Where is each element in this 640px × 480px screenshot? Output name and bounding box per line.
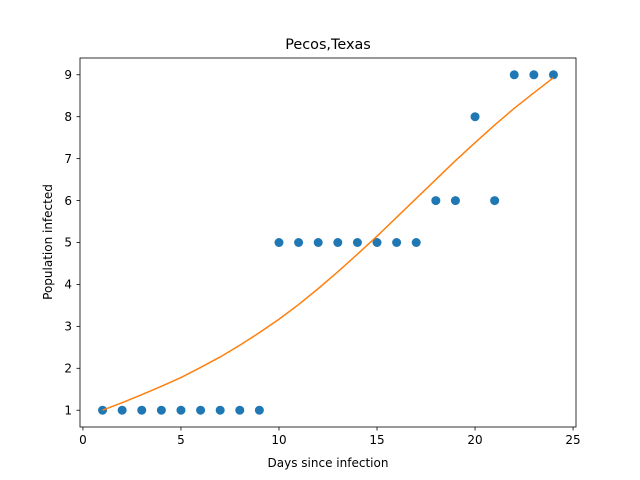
x-tick-label: 5 — [177, 433, 185, 447]
data-point — [352, 238, 362, 247]
data-point — [196, 405, 206, 415]
y-tick-label: 6 — [64, 194, 72, 208]
x-axis-title: Days since infection — [268, 456, 389, 470]
x-tick-label: 10 — [271, 433, 286, 447]
data-point — [333, 238, 343, 247]
y-tick-label: 3 — [64, 320, 72, 334]
data-point — [450, 196, 460, 206]
data-point — [235, 405, 245, 415]
y-tick-label: 1 — [64, 403, 72, 417]
data-point — [548, 70, 558, 80]
data-point — [294, 238, 304, 247]
data-point — [490, 196, 500, 206]
data-point — [176, 405, 186, 415]
data-point — [254, 405, 264, 415]
data-point — [313, 238, 323, 247]
data-point — [372, 238, 382, 247]
data-point — [137, 405, 147, 415]
data-point — [470, 112, 480, 122]
data-point — [411, 238, 421, 247]
x-tick-label: 25 — [565, 433, 580, 447]
plot-area — [98, 70, 558, 415]
data-point — [215, 405, 225, 415]
y-tick-label: 5 — [64, 236, 72, 250]
data-point — [509, 70, 519, 80]
data-point — [156, 405, 166, 415]
y-tick-label: 7 — [64, 152, 72, 166]
x-tick-label: 20 — [467, 433, 482, 447]
chart-title: Pecos,Texas — [285, 37, 371, 53]
x-tick-label: 0 — [79, 433, 87, 447]
y-axis-title: Population infected — [41, 184, 55, 300]
data-point — [117, 405, 127, 415]
x-tick-label: 15 — [369, 433, 384, 447]
data-point — [431, 196, 441, 206]
y-tick-label: 2 — [64, 361, 72, 375]
y-tick-label: 4 — [64, 278, 72, 292]
data-point — [529, 70, 539, 80]
fit-line — [102, 77, 554, 411]
y-tick-label: 8 — [64, 110, 72, 124]
y-tick-label: 9 — [64, 68, 72, 82]
data-point — [274, 238, 284, 247]
data-point — [392, 238, 402, 247]
axes: 0 5 10 15 20 25 1 2 3 4 5 6 7 8 9 — [64, 57, 581, 447]
